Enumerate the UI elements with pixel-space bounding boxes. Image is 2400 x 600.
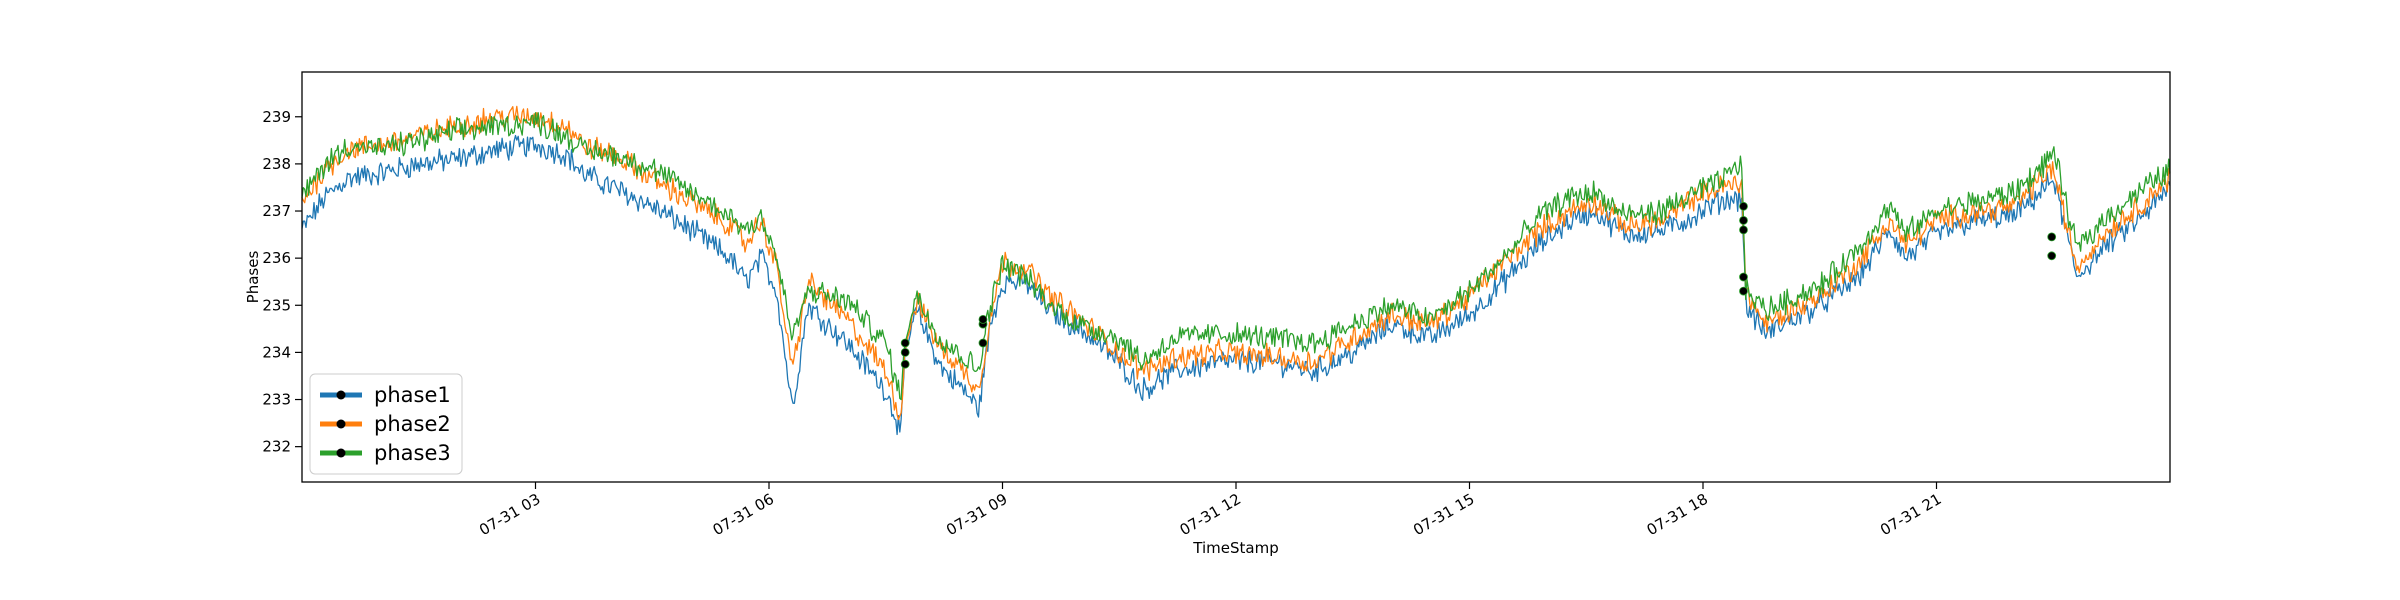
marker-layer bbox=[900, 201, 2057, 369]
x-axis-label: TimeStamp bbox=[1192, 539, 1278, 557]
data-marker bbox=[1739, 215, 1748, 225]
data-marker bbox=[978, 314, 988, 324]
y-tick-label: 234 bbox=[262, 343, 291, 361]
y-axis-label: Phases bbox=[244, 251, 262, 304]
data-marker bbox=[2047, 232, 2057, 242]
legend-label-phase1: phase1 bbox=[374, 383, 451, 407]
legend-marker-phase3 bbox=[336, 448, 346, 458]
y-axis: 232 233 234 235 236 237 238 239 bbox=[262, 108, 302, 456]
y-tick-label: 236 bbox=[262, 249, 291, 267]
legend-label-phase3: phase3 bbox=[374, 441, 451, 465]
data-marker bbox=[2047, 251, 2057, 261]
data-marker bbox=[1739, 201, 1748, 211]
data-marker bbox=[1739, 286, 1748, 296]
y-tick-label: 239 bbox=[262, 108, 291, 126]
data-marker bbox=[900, 359, 910, 369]
legend-label-phase2: phase2 bbox=[374, 412, 451, 436]
y-tick-label: 235 bbox=[262, 296, 291, 314]
data-marker bbox=[900, 338, 910, 348]
y-tick-label: 233 bbox=[262, 391, 291, 409]
legend: phase1 phase2 phase3 bbox=[309, 373, 463, 475]
data-marker bbox=[1739, 225, 1748, 235]
data-marker bbox=[1739, 272, 1748, 282]
y-tick-label: 237 bbox=[262, 202, 291, 220]
y-tick-label: 232 bbox=[262, 438, 291, 456]
series-line-phase3 bbox=[301, 112, 2171, 401]
legend-marker-phase2 bbox=[336, 419, 346, 429]
legend-marker-phase1 bbox=[336, 390, 346, 400]
y-tick-label: 238 bbox=[262, 155, 291, 173]
data-marker bbox=[900, 347, 910, 357]
series-layer bbox=[301, 105, 2171, 436]
legend-box bbox=[309, 373, 463, 475]
data-marker bbox=[978, 338, 988, 348]
